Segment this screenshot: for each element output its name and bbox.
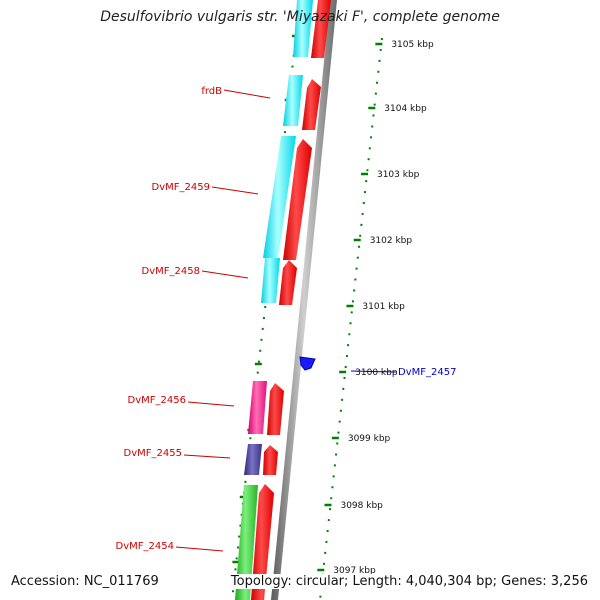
ruler-dotted-outer	[319, 37, 383, 600]
gene-label-dvmf-2458: DvMF_2458	[142, 266, 200, 277]
gene-label-dvmf-2457: DvMF_2457	[398, 367, 456, 378]
ruler-tick-label: 3097 kbp	[333, 566, 376, 576]
gene-label-dvmf-2459: DvMF_2459	[152, 182, 210, 193]
gene-features	[235, 0, 316, 600]
forward-feature	[279, 260, 297, 305]
label-leader-line	[187, 401, 235, 407]
gene-label-frdb: frdB	[201, 86, 222, 97]
label-leader-line	[211, 186, 259, 195]
gene-cds-dvmf-2454	[235, 485, 258, 600]
label-leader-line	[183, 454, 231, 459]
gene-label-dvmf-2454: DvMF_2454	[116, 541, 174, 552]
label-leader-line	[175, 546, 224, 552]
gene-cds-dvmf-2456	[248, 381, 267, 434]
forward-strand-features	[251, 0, 331, 600]
forward-feature	[302, 79, 321, 130]
forward-feature	[311, 0, 331, 58]
forward-feature	[263, 445, 278, 475]
gene-cds-dvmf-2455	[244, 444, 262, 475]
gene-cds-top	[293, 0, 313, 57]
ruler-tick-label: 3100 kbp	[355, 368, 398, 378]
gene-label-dvmf-2455: DvMF_2455	[124, 448, 182, 459]
gene-cds-dvmf-2458	[261, 258, 280, 303]
gene-cds-dvmf-2459	[263, 136, 296, 258]
label-leader-line	[223, 89, 271, 99]
topology-label: Topology: circular; Length: 4,040,304 bp…	[228, 574, 590, 589]
ruler-tick-label: 3103 kbp	[377, 170, 420, 180]
label-leader-line	[201, 270, 249, 279]
gene-cds-dvmf-2457	[299, 356, 316, 371]
gene-cds-frdb	[283, 75, 303, 126]
ruler-tick-label: 3105 kbp	[391, 40, 434, 50]
genome-backbone	[271, 0, 337, 600]
label-leader-line	[350, 370, 397, 373]
ruler-tick-label: 3099 kbp	[348, 434, 391, 444]
accession-label: Accession: NC_011769	[9, 574, 161, 589]
forward-feature	[267, 383, 284, 435]
forward-feature	[283, 139, 312, 260]
ruler-tick-label: 3102 kbp	[370, 236, 413, 246]
page-title: Desulfovibrio vulgaris str. 'Miyazaki F'…	[100, 9, 500, 25]
gene-label-dvmf-2456: DvMF_2456	[128, 395, 186, 406]
ruler-tick-label: 3104 kbp	[384, 104, 427, 114]
gene-labels: frdB DvMF_2459 DvMF_2458 DvMF_2457 DvMF_…	[116, 86, 457, 552]
ruler-tick-label: 3098 kbp	[340, 501, 383, 511]
forward-feature	[251, 484, 274, 600]
ruler-tick-label: 3101 kbp	[362, 302, 405, 312]
